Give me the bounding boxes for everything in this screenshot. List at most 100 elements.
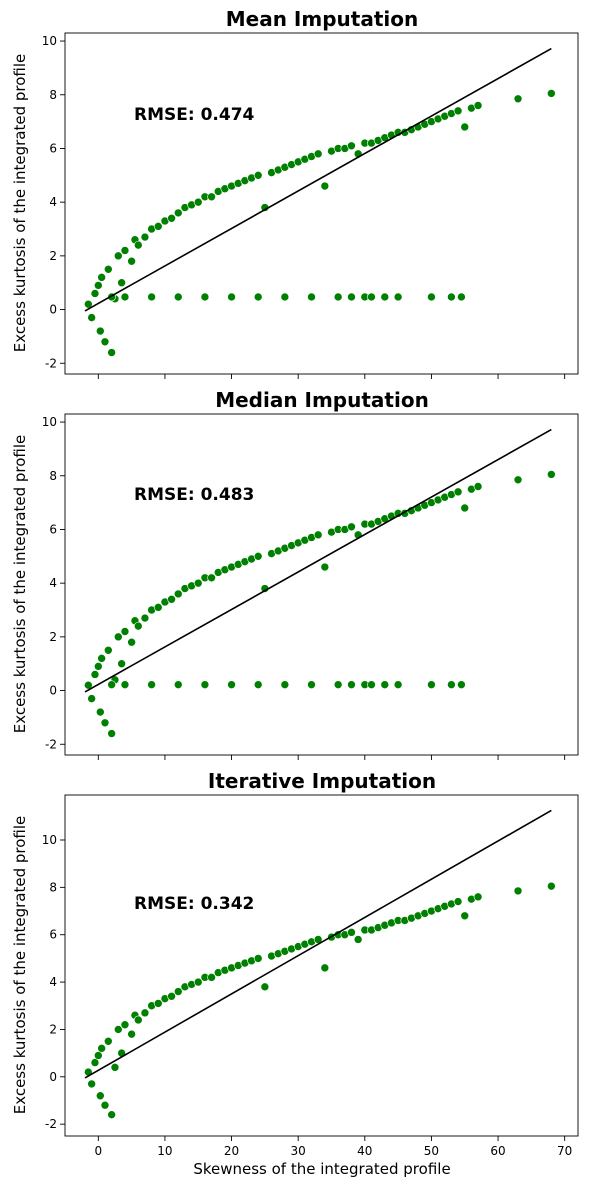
plot-marks (84, 809, 556, 1119)
data-point (313, 530, 323, 540)
data-point (473, 892, 483, 902)
data-point (133, 621, 143, 631)
data-point (173, 987, 183, 996)
y-tick-label: 6 (49, 522, 57, 536)
data-point (320, 963, 330, 973)
data-point (153, 999, 163, 1008)
data-point (113, 1025, 123, 1034)
data-point (253, 954, 263, 963)
y-tick-label: 10 (42, 833, 57, 847)
data-point (260, 982, 270, 992)
data-point (107, 729, 116, 738)
data-point (90, 289, 100, 298)
data-point (107, 348, 116, 357)
y-tick-label: 2 (49, 249, 57, 263)
y-tick-label: 8 (49, 88, 57, 102)
data-point (547, 470, 556, 479)
data-point (97, 654, 106, 663)
data-point (253, 680, 263, 689)
data-point (347, 141, 356, 151)
data-point (547, 881, 556, 891)
data-point (94, 281, 103, 290)
y-tick-label: 10 (42, 415, 57, 429)
data-point (253, 171, 263, 180)
data-point (104, 264, 113, 274)
data-point (320, 181, 330, 191)
data-point (333, 680, 343, 689)
data-point (453, 897, 463, 906)
y-tick-label: 0 (49, 303, 57, 317)
data-point (513, 475, 523, 485)
y-tick-label: 2 (49, 630, 57, 644)
data-point (147, 680, 156, 689)
fit-line (84, 428, 552, 693)
plot-area (64, 794, 579, 1137)
data-point (453, 487, 463, 497)
data-point (193, 977, 203, 987)
y-tick-label: 10 (42, 34, 57, 48)
data-point (460, 911, 470, 921)
plot-marks (84, 428, 556, 738)
x-tick-label: 70 (557, 1144, 572, 1158)
data-point (347, 292, 356, 302)
data-point (227, 680, 236, 689)
y-axis-label: Excess kurtosis of the integrated profil… (11, 435, 29, 734)
data-point (347, 522, 356, 532)
data-point (347, 680, 356, 689)
data-point (120, 292, 130, 302)
rmse-annotation: RMSE: 0.474 (134, 105, 255, 125)
data-point (207, 192, 216, 202)
data-point (107, 1110, 116, 1119)
panel-mean-imputation: Mean Imputation -2 0 2 4 6 8 10 RMSE: 0.474 Ex… (11, 7, 579, 379)
data-point (167, 213, 176, 223)
data-point (380, 292, 390, 302)
x-tick-label: 0 (94, 1144, 102, 1158)
y-tick-label: -2 (45, 737, 57, 751)
data-point (127, 256, 136, 266)
x-tick-label: 30 (291, 1144, 306, 1158)
data-point (460, 122, 470, 132)
data-point (473, 482, 483, 491)
y-tick-label: -2 (45, 1117, 57, 1131)
rmse-annotation: RMSE: 0.483 (134, 485, 254, 505)
data-point (457, 292, 466, 302)
data-point (207, 573, 216, 583)
data-point (427, 292, 436, 302)
data-point (227, 292, 236, 302)
data-point (280, 680, 290, 689)
data-point (97, 1044, 106, 1053)
plot-area (64, 413, 579, 756)
y-tick-label: 4 (49, 195, 57, 209)
data-point (87, 1079, 96, 1089)
data-point (120, 627, 130, 636)
data-point (307, 680, 316, 689)
data-point (167, 594, 176, 604)
data-point (347, 928, 356, 937)
data-point (133, 240, 143, 250)
x-tick-label: 60 (490, 1144, 505, 1158)
data-point (104, 645, 113, 655)
data-point (367, 292, 376, 302)
data-point (447, 292, 456, 302)
y-axis-label: Excess kurtosis of the integrated profil… (11, 816, 29, 1115)
data-point (320, 562, 330, 572)
data-point (127, 1029, 136, 1039)
data-point (120, 680, 130, 689)
y-tick-label: 4 (49, 576, 57, 590)
data-point (547, 89, 556, 98)
data-point (193, 197, 203, 207)
data-point (96, 707, 105, 717)
chart-title: Mean Imputation (226, 7, 418, 31)
data-point (473, 101, 483, 110)
data-point (117, 659, 126, 669)
data-point (367, 680, 376, 689)
data-point (133, 1015, 143, 1025)
data-point (104, 1036, 113, 1046)
data-point (100, 1100, 110, 1110)
data-point (513, 886, 523, 896)
data-point (87, 313, 96, 322)
data-point (513, 94, 523, 104)
data-point (280, 292, 290, 302)
